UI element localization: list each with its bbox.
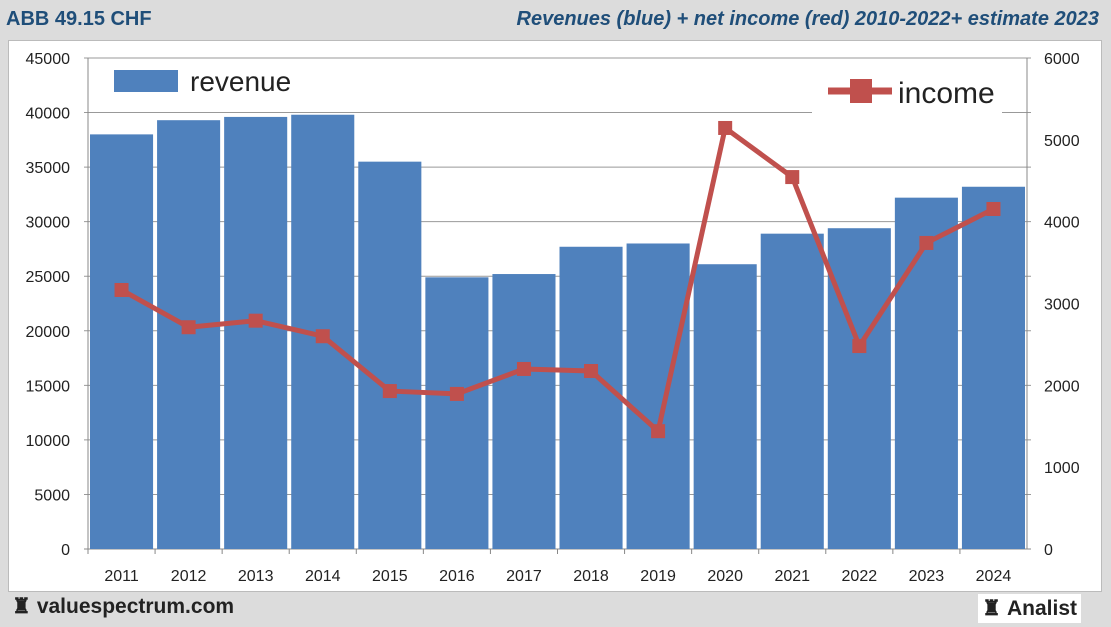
right-tick-label: 1000	[1044, 460, 1080, 477]
revenue-bar	[827, 228, 891, 550]
x-tick-label: 2013	[238, 568, 274, 585]
left-tick-label: 0	[61, 542, 70, 559]
left-tick-label: 45000	[26, 51, 71, 68]
rook-icon: ♜	[12, 595, 31, 618]
footer-brand[interactable]: ♜ valuespectrum.com	[12, 594, 234, 619]
revenue-bar	[157, 120, 221, 550]
rook-icon: ♜	[982, 597, 1001, 620]
chart-title: Revenues (blue) + net income (red) 2010-…	[516, 8, 1100, 30]
x-tick-label: 2021	[774, 568, 810, 585]
left-tick-label: 5000	[34, 487, 70, 504]
income-marker	[986, 201, 1001, 216]
footer-analist: ♜ Analist	[978, 594, 1081, 623]
x-tick-label: 2016	[439, 568, 475, 585]
legend-income-marker	[850, 79, 872, 103]
income-marker	[114, 282, 129, 297]
left-tick-label: 20000	[26, 324, 71, 341]
x-tick-label: 2024	[976, 568, 1012, 585]
footer-site: valuespectrum.com	[36, 594, 235, 618]
right-tick-label: 5000	[1044, 133, 1080, 150]
footer-analist-label: Analist	[1006, 596, 1077, 620]
income-marker	[852, 339, 867, 354]
x-tick-label: 2019	[640, 568, 676, 585]
income-marker	[516, 361, 531, 376]
income-line	[120, 125, 995, 434]
income-marker	[785, 170, 800, 185]
x-tick-label: 2018	[573, 568, 609, 585]
income-marker	[382, 384, 397, 399]
revenue-bar	[90, 134, 154, 549]
income-marker	[449, 386, 464, 401]
income-marker	[651, 424, 666, 439]
left-tick-label: 25000	[26, 269, 71, 286]
revenue-bar	[358, 161, 422, 549]
x-tick-label: 2022	[842, 568, 878, 585]
revenue-bar	[626, 243, 690, 549]
x-tick-label: 2011	[104, 568, 139, 585]
left-tick-label: 40000	[26, 106, 71, 123]
x-tick-label: 2017	[506, 568, 542, 585]
x-tick-label: 2020	[707, 568, 743, 585]
revenue-bar	[559, 246, 623, 550]
stock-title: ABB 49.15 CHF	[6, 8, 152, 30]
revenue-bar	[693, 264, 757, 549]
x-tick-label: 2014	[305, 568, 341, 585]
left-tick-label: 10000	[26, 433, 71, 450]
revenue-bar	[425, 277, 489, 549]
income-marker	[315, 329, 330, 344]
legend-income-label: income	[898, 77, 995, 110]
legend-revenue-label: revenue	[190, 66, 291, 97]
x-tick-label: 2012	[171, 568, 207, 585]
income-marker	[919, 235, 934, 250]
income-marker	[584, 364, 599, 379]
income-marker	[248, 313, 263, 328]
left-tick-label: 35000	[26, 160, 71, 177]
x-tick-label: 2023	[909, 568, 945, 585]
income-marker	[718, 120, 733, 135]
x-tick-label: 2015	[372, 568, 408, 585]
revenue-bar	[224, 116, 288, 550]
right-tick-label: 6000	[1044, 51, 1080, 68]
legend-revenue-swatch	[114, 70, 178, 92]
revenue-bar	[961, 186, 1025, 550]
revenue-bar	[492, 274, 556, 549]
left-tick-label: 15000	[26, 378, 71, 395]
revenue-bar	[894, 197, 958, 549]
left-tick-label: 30000	[26, 215, 71, 232]
right-tick-label: 4000	[1044, 215, 1080, 232]
revenue-bar	[760, 233, 824, 549]
right-tick-label: 3000	[1044, 297, 1080, 314]
right-tick-label: 0	[1044, 542, 1053, 559]
income-marker	[181, 320, 196, 335]
right-tick-label: 2000	[1044, 378, 1080, 395]
